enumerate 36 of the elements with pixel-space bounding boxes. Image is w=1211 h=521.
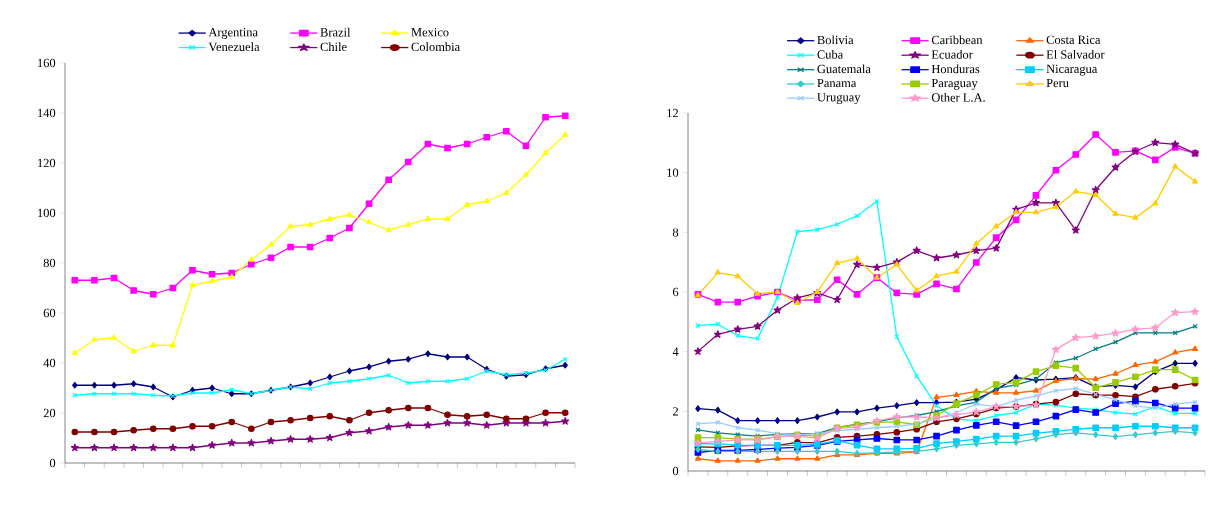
legend-label: Costa Rica [1046,35,1101,45]
legend-label: Panama [817,78,857,88]
y-tick-label: 2 [672,407,678,416]
legend-label: Chile [320,42,347,52]
legend-label: Peru [1046,78,1069,88]
legend-label: Paraguay [931,78,978,90]
legend-label: Mexico [411,28,449,37]
legend-label: Caribbean [931,35,983,45]
y-tick-label: 10 [667,168,679,177]
y-tick-label: 80 [43,258,56,268]
y-tick-label: 140 [38,108,56,118]
legend-label: Uruguay [817,93,861,105]
y-tick-label: 160 [38,58,56,68]
legend-label: Venezuela [208,42,260,52]
y-tick-label: 12 [667,108,678,118]
y-tick-label: 60 [43,308,56,318]
legend-label: Colombia [411,42,460,52]
legend-label: Bolivia [817,35,854,45]
y-tick-label: 120 [38,158,56,168]
y-tick-label: 40 [43,358,56,368]
y-tick-label: 6 [672,287,679,297]
legend-label: Guatemala [817,64,871,74]
y-tick-label: 8 [672,228,679,237]
y-tick-label: 0 [49,458,56,468]
y-tick-label: 0 [672,466,679,476]
legend-label: Argentina [208,28,258,39]
legend-label: Cuba [817,49,844,59]
legend-label: Ecuador [931,49,973,59]
legend-label: Honduras [931,64,980,74]
legend-label: Nicaragua [1046,64,1098,76]
y-tick-label: 4 [672,347,679,356]
y-tick-label: 100 [38,208,56,218]
legend-label: Brazil [320,27,351,37]
y-tick-label: 20 [43,408,56,418]
legend-label: El Salvador [1046,49,1105,59]
legend-label: Other L.A. [931,92,985,102]
